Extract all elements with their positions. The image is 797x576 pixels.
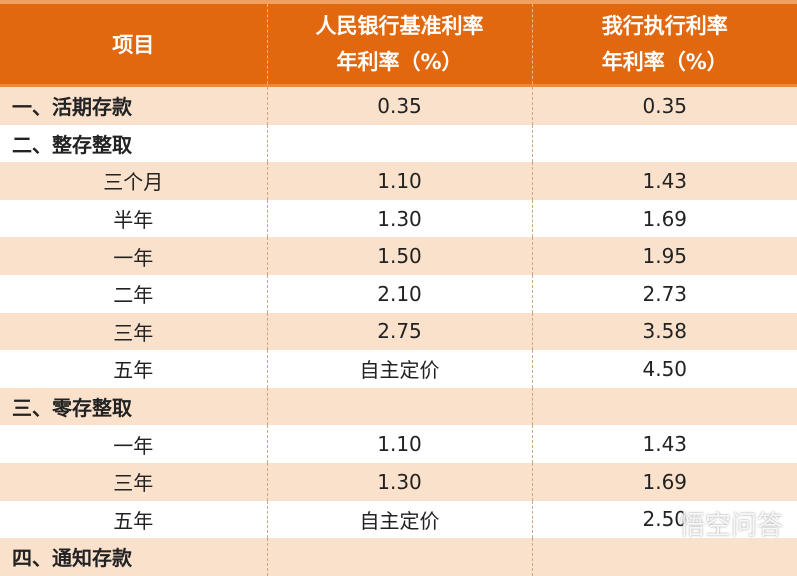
bank-rate-cell: 2.50 (531, 500, 797, 539)
header-pboc-rate: 人民银行基准利率 年利率（%） (266, 0, 532, 87)
bank-rate-cell: 2.73 (531, 274, 797, 313)
bank-rate-cell (531, 124, 797, 163)
pboc-rate-cell: 0.35 (266, 85, 532, 125)
bank-rate-cell: 1.95 (531, 237, 797, 275)
header-row: 项目 人民银行基准利率 年利率（%） 我行执行利率 年利率（%） (0, 0, 797, 87)
watermark-logo: 悟空问答 (678, 511, 783, 541)
pboc-rate-cell: 1.10 (266, 425, 532, 463)
item-cell: 五年 (113, 358, 154, 383)
pboc-rate-cell: 自主定价 (266, 500, 532, 539)
table-row: 二年 2.10 2.73 (0, 274, 797, 313)
table-row: 三年 1.30 1.69 (0, 462, 797, 501)
pboc-rate-cell (266, 387, 532, 426)
table-row: 三、零存整取 (0, 387, 797, 426)
pboc-rate-cell: 2.75 (266, 312, 532, 351)
pboc-rate-cell: 1.50 (266, 237, 532, 275)
pboc-rate-cell: 1.10 (266, 162, 532, 200)
table-row: 五年 自主定价 2.50 (0, 500, 797, 539)
item-cell: 半年 (113, 208, 154, 233)
item-cell: 一、活期存款 (0, 85, 267, 125)
table-row: 二、整存整取 (0, 124, 797, 163)
item-cell: 二、整存整取 (12, 132, 132, 157)
pboc-rate-cell: 2.10 (266, 274, 532, 313)
item-cell: 三年 (0, 312, 267, 351)
pboc-rate-cell (266, 538, 532, 576)
bank-rate-cell: 1.43 (531, 425, 797, 463)
item-cell: 四、通知存款 (0, 538, 267, 576)
bank-rate-cell: 1.69 (531, 199, 797, 238)
pboc-rate-cell: 1.30 (266, 462, 532, 501)
table-row: 四、通知存款 (0, 538, 797, 576)
bank-rate-cell: 0.35 (531, 85, 797, 125)
bank-rate-cell (531, 387, 797, 426)
pboc-rate-cell: 1.30 (266, 199, 532, 238)
bank-rate-cell: 1.43 (531, 162, 797, 200)
item-cell: 一年 (0, 237, 267, 275)
item-cell: 三年 (0, 462, 267, 501)
pboc-rate-cell (266, 124, 532, 163)
header-bank-rate: 我行执行利率 年利率（%） (531, 0, 797, 87)
table-row: 一年 1.50 1.95 (0, 237, 797, 275)
table-row: 一年 1.10 1.43 (0, 425, 797, 463)
bank-rate-cell (531, 538, 797, 576)
item-cell: 一年 (113, 433, 154, 458)
item-cell: 三、零存整取 (0, 387, 267, 426)
pboc-rate-cell: 自主定价 (266, 350, 532, 388)
bank-rate-cell: 3.58 (531, 312, 797, 351)
table-row: 五年 自主定价 4.50 (0, 350, 797, 388)
item-cell: 三个月 (0, 162, 267, 200)
table-row: 一、活期存款 0.35 0.35 (0, 85, 797, 125)
bank-rate-cell: 1.69 (531, 462, 797, 501)
table-row: 半年 1.30 1.69 (0, 199, 797, 238)
table-row: 三个月 1.10 1.43 (0, 162, 797, 200)
bank-rate-cell: 4.50 (531, 350, 797, 388)
item-cell: 五年 (113, 508, 154, 533)
table-row: 三年 2.75 3.58 (0, 312, 797, 351)
item-cell: 二年 (113, 283, 154, 308)
header-item: 项目 (0, 0, 267, 87)
